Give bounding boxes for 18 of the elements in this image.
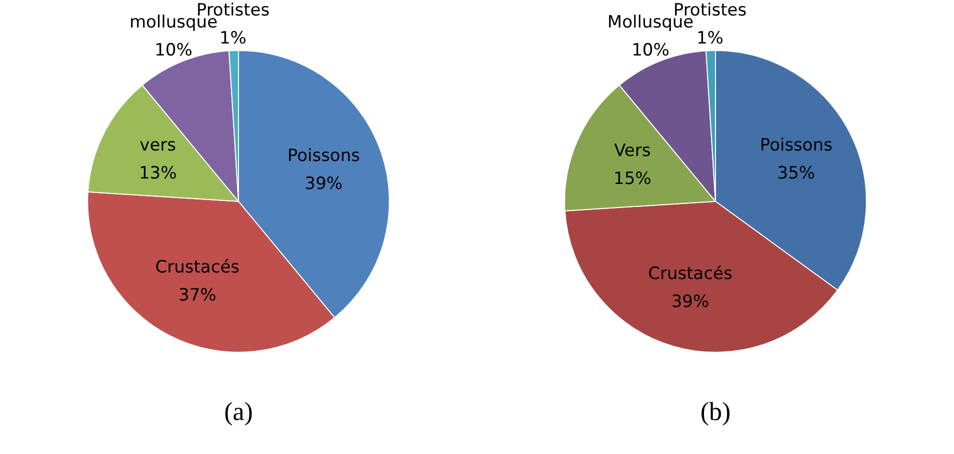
data-label: 13% <box>138 164 177 184</box>
text: (a) <box>224 397 253 426</box>
data-label: 10% <box>632 40 670 61</box>
data-label: 1% <box>219 28 246 48</box>
slice-label: Poissons <box>760 136 833 156</box>
data-label: 15% <box>614 168 652 189</box>
data-label: 1% <box>696 28 724 48</box>
data-label: 39% <box>671 292 710 312</box>
slice-label: Vers <box>614 140 651 161</box>
data-label: 10% <box>154 40 192 61</box>
data-label: 37% <box>178 285 216 306</box>
slice-label: Crustacés <box>155 257 240 278</box>
data-label: 39% <box>304 174 343 194</box>
text: (b) <box>700 397 731 426</box>
slice-label: Poissons <box>287 146 360 166</box>
data-label: 35% <box>777 164 816 184</box>
slice-label: Crustacés <box>648 264 732 284</box>
slice-label: vers <box>140 136 176 156</box>
